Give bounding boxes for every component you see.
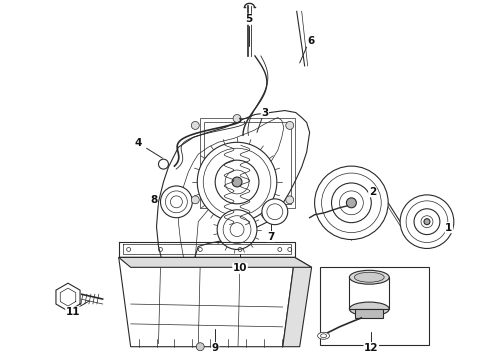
Circle shape [197,142,277,222]
Polygon shape [119,257,312,267]
Circle shape [233,114,241,122]
Text: 11: 11 [66,307,80,317]
Text: 9: 9 [212,343,219,353]
Polygon shape [156,111,310,291]
Text: 10: 10 [233,263,247,273]
Bar [200,118,294,208]
Circle shape [217,210,257,249]
Text: 4: 4 [135,138,142,148]
Circle shape [346,198,356,208]
Text: 2: 2 [368,187,376,197]
Ellipse shape [354,272,384,282]
Circle shape [191,196,199,204]
Circle shape [232,177,242,187]
Polygon shape [56,283,80,311]
Text: 12: 12 [364,343,379,353]
Polygon shape [283,257,312,347]
Bar [355,309,383,318]
Ellipse shape [318,332,329,339]
Text: 7: 7 [267,231,274,242]
Circle shape [161,186,192,218]
Polygon shape [349,277,389,309]
Text: 8: 8 [150,195,157,205]
Bar [204,122,291,204]
Polygon shape [119,257,294,347]
Text: 1: 1 [445,222,452,233]
Ellipse shape [349,302,389,316]
Circle shape [262,199,288,225]
Bar [319,267,429,345]
Circle shape [286,196,294,204]
Circle shape [158,159,169,169]
Text: 6: 6 [307,36,314,46]
Text: 5: 5 [245,14,253,24]
Circle shape [424,219,430,225]
Circle shape [315,166,388,239]
Circle shape [196,343,204,351]
Ellipse shape [349,270,389,284]
Circle shape [400,195,454,248]
Circle shape [286,121,294,129]
Text: 3: 3 [261,108,269,117]
Circle shape [191,121,199,129]
